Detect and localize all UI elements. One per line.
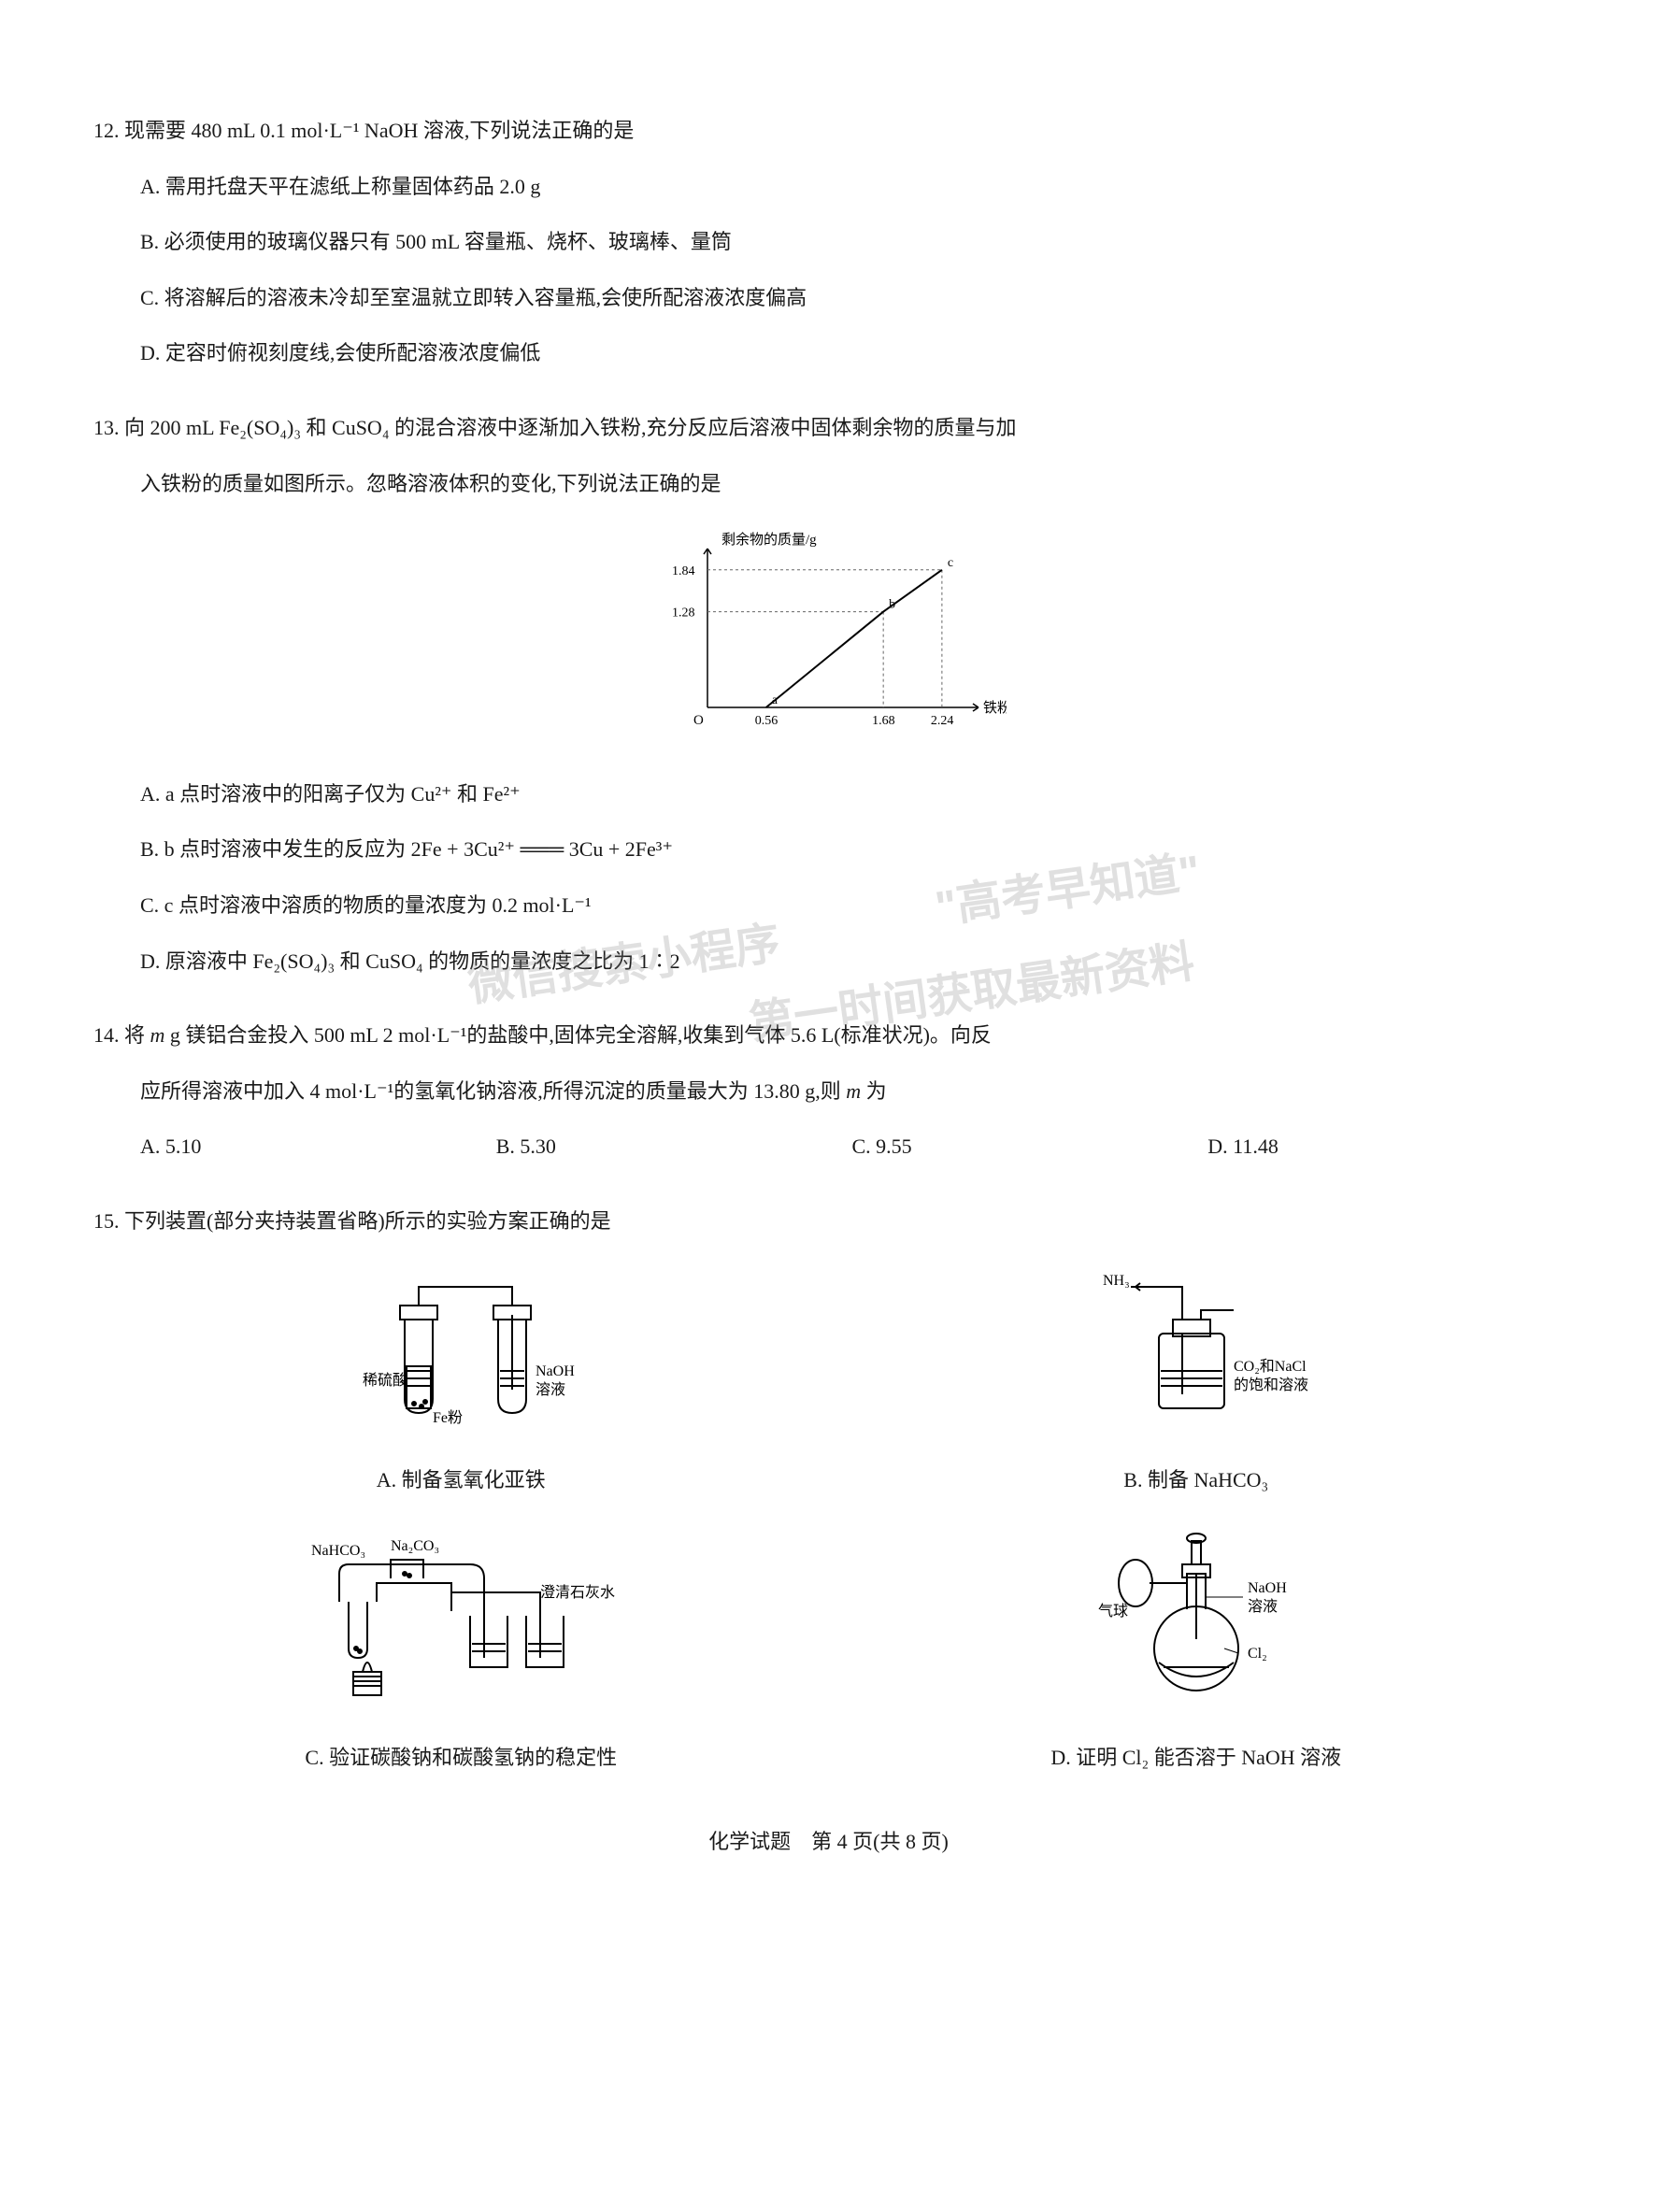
- q13-option-c: C. c 点时溶液中溶质的物质的量浓度为 0.2 mol·L⁻¹: [140, 887, 1564, 924]
- diagram-c-svg: NaHCO₃ Na₂CO₃ 澄清石灰水: [283, 1527, 638, 1714]
- svg-text:0.56: 0.56: [754, 714, 778, 728]
- q12-option-c: C. 将溶解后的溶液未冷却至室温就立即转入容量瓶,会使所配溶液浓度偏高: [140, 279, 1564, 317]
- svg-text:O: O: [693, 713, 704, 728]
- diag-b-sol2: 的饱和溶液: [1234, 1377, 1308, 1393]
- diag-a-right-reagent2: 溶液: [536, 1381, 565, 1398]
- q15-number: 15.: [93, 1209, 120, 1233]
- svg-text:铁粉质量/g: 铁粉质量/g: [983, 700, 1007, 716]
- q15-label-c: C. 验证碳酸钠和碳酸氢钠的稳定性: [93, 1739, 829, 1777]
- svg-text:1.84: 1.84: [672, 564, 695, 578]
- q13-option-d: D. 原溶液中 Fe₂(SO₄)₃ 和 CuSO₄ 的物质的量浓度之比为 1∶2: [140, 943, 1564, 980]
- q13-number: 13.: [93, 416, 120, 439]
- q13-text1: 向 200 mL Fe₂(SO₄)₃ 和 CuSO₄ 的混合溶液中逐渐加入铁粉,…: [124, 416, 1017, 439]
- svg-text:1.68: 1.68: [872, 714, 895, 728]
- q15-label-d: D. 证明 Cl₂ 能否溶于 NaOH 溶液: [829, 1739, 1564, 1777]
- diagram-d-svg: 气球 NaOH 溶液 Cl₂: [1047, 1527, 1346, 1714]
- q15-label-b: B. 制备 NaHCO₃: [829, 1462, 1564, 1499]
- diag-b-sol1: CO₂和NaCl: [1234, 1358, 1307, 1375]
- diag-c-right: Na₂CO₃: [391, 1538, 439, 1554]
- diag-c-indicator: 澄清石灰水: [540, 1584, 615, 1601]
- diag-d-balloon: 气球: [1098, 1603, 1128, 1620]
- q15-diagram-c: NaHCO₃ Na₂CO₃ 澄清石灰水 C. 验证碳酸钠和碳酸氢钠的稳定性: [93, 1527, 829, 1777]
- q12-stem: 12. 现需要 480 mL 0.1 mol·L⁻¹ NaOH 溶液,下列说法正…: [93, 112, 1564, 150]
- q14-options: A. 5.10 B. 5.30 C. 9.55 D. 11.48: [140, 1128, 1564, 1165]
- q15-row1: 稀硫酸 Fe粉 NaOH 溶液 A. 制备氢氧化亚铁: [93, 1268, 1564, 1499]
- q12-option-a: A. 需用托盘天平在滤纸上称量固体药品 2.0 g: [140, 168, 1564, 206]
- q13-option-b: B. b 点时溶液中发生的反应为 2Fe + 3Cu²⁺ ═══ 3Cu + 2…: [140, 831, 1564, 868]
- q12-text: 现需要 480 mL 0.1 mol·L⁻¹ NaOH 溶液,下列说法正确的是: [124, 119, 634, 142]
- svg-text:a: a: [771, 693, 778, 707]
- q15-row2: NaHCO₃ Na₂CO₃ 澄清石灰水 C. 验证碳酸钠和碳酸氢钠的稳定性: [93, 1527, 1564, 1777]
- diag-b-gas: NH₃: [1103, 1273, 1130, 1289]
- diag-a-left-solid: Fe粉: [433, 1409, 463, 1426]
- q13-option-a: A. a 点时溶液中的阳离子仅为 Cu²⁺ 和 Fe²⁺: [140, 776, 1564, 813]
- diag-d-sol1: NaOH: [1248, 1580, 1287, 1596]
- question-15: 15. 下列装置(部分夹持装置省略)所示的实验方案正确的是: [93, 1203, 1564, 1777]
- q14-number: 14.: [93, 1023, 120, 1047]
- q13-stem2: 入铁粉的质量如图所示。忽略溶液体积的变化,下列说法正确的是: [140, 465, 1564, 503]
- diagram-b-svg: NH₃ CO₂和NaCl 的饱和溶液: [1047, 1268, 1346, 1436]
- q12-option-d: D. 定容时俯视刻度线,会使所配溶液浓度偏低: [140, 335, 1564, 372]
- question-14: 14. 将 m g 镁铝合金投入 500 mL 2 mol·L⁻¹的盐酸中,固体…: [93, 1017, 1564, 1165]
- q14-option-b: B. 5.30: [496, 1128, 852, 1165]
- svg-text:c: c: [947, 556, 952, 570]
- q13-chart: O 剩余物的质量/g 铁粉质量/g 0.56 1.68 2.24 1.28 1.84 a b c: [93, 521, 1564, 757]
- q12-number: 12.: [93, 119, 120, 142]
- q15-diagram-b: NH₃ CO₂和NaCl 的饱和溶液 B. 制备 NaHCO₃: [829, 1268, 1564, 1499]
- diag-a-right-reagent: NaOH: [536, 1363, 575, 1379]
- q14-option-d: D. 11.48: [1207, 1128, 1564, 1165]
- diag-d-gas: Cl₂: [1248, 1646, 1267, 1662]
- page-footer: 化学试题 第 4 页(共 8 页): [93, 1823, 1564, 1861]
- q13-stem: 13. 向 200 mL Fe₂(SO₄)₃ 和 CuSO₄ 的混合溶液中逐渐加…: [93, 409, 1564, 447]
- q12-option-b: B. 必须使用的玻璃仪器只有 500 mL 容量瓶、烧杯、玻璃棒、量筒: [140, 223, 1564, 261]
- svg-text:2.24: 2.24: [930, 714, 953, 728]
- q14-option-c: C. 9.55: [852, 1128, 1208, 1165]
- svg-text:b: b: [889, 598, 895, 612]
- diagram-a-svg: 稀硫酸 Fe粉 NaOH 溶液: [311, 1268, 610, 1436]
- q15-stem: 15. 下列装置(部分夹持装置省略)所示的实验方案正确的是: [93, 1203, 1564, 1240]
- q15-text: 下列装置(部分夹持装置省略)所示的实验方案正确的是: [124, 1209, 611, 1233]
- question-12: 12. 现需要 480 mL 0.1 mol·L⁻¹ NaOH 溶液,下列说法正…: [93, 112, 1564, 372]
- q15-diagram-a: 稀硫酸 Fe粉 NaOH 溶液 A. 制备氢氧化亚铁: [93, 1268, 829, 1499]
- diag-a-left-reagent: 稀硫酸: [363, 1372, 407, 1389]
- q14-stem: 14. 将 m g 镁铝合金投入 500 mL 2 mol·L⁻¹的盐酸中,固体…: [93, 1017, 1564, 1054]
- q13-chart-svg: O 剩余物的质量/g 铁粉质量/g 0.56 1.68 2.24 1.28 1.84 a b c: [651, 521, 1007, 745]
- q14-option-a: A. 5.10: [140, 1128, 496, 1165]
- question-13: 13. 向 200 mL Fe₂(SO₄)₃ 和 CuSO₄ 的混合溶液中逐渐加…: [93, 409, 1564, 979]
- q15-diagram-d: 气球 NaOH 溶液 Cl₂ D. 证明 Cl₂ 能否溶于 NaOH 溶液: [829, 1527, 1564, 1777]
- diag-d-sol2: 溶液: [1248, 1598, 1278, 1615]
- svg-text:1.28: 1.28: [672, 607, 695, 621]
- diag-c-left: NaHCO₃: [311, 1543, 365, 1559]
- q15-label-a: A. 制备氢氧化亚铁: [93, 1462, 829, 1499]
- svg-text:剩余物的质量/g: 剩余物的质量/g: [721, 531, 817, 548]
- q14-stem2: 应所得溶液中加入 4 mol·L⁻¹的氢氧化钠溶液,所得沉淀的质量最大为 13.…: [140, 1073, 1564, 1110]
- q14-text1: 将 m g 镁铝合金投入 500 mL 2 mol·L⁻¹的盐酸中,固体完全溶解…: [124, 1023, 992, 1047]
